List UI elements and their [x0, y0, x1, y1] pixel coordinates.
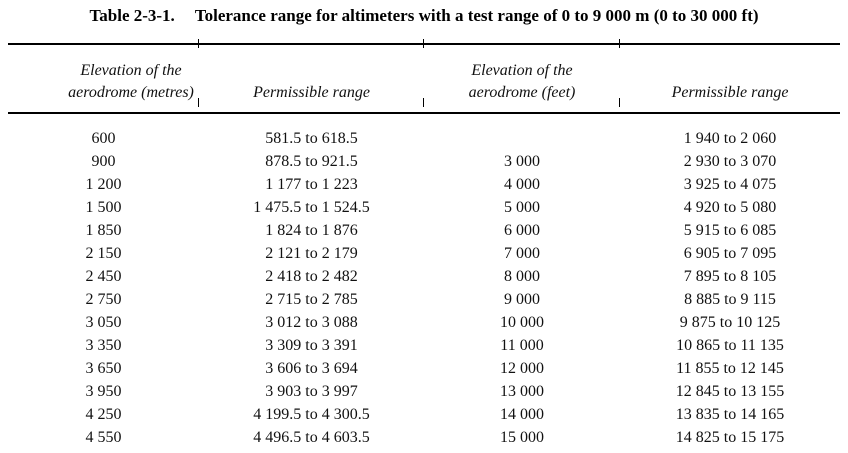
table-cell: 15 000 [500, 429, 544, 446]
table-row: 4 250 4 199.5 to 4 300.5 14 000 13 835 to 1… [8, 403, 840, 426]
table-cell: 6 000 [504, 222, 540, 239]
table-header: Elevation of the aerodrome (metres) Perm… [8, 44, 840, 114]
table-cell: 13 835 to 14 165 [675, 406, 785, 423]
table-caption-number: Table 2-3-1. [89, 6, 175, 25]
table-body: 600 581.5 to 618.5 1 940 to 2 060 900 878.5 … [8, 113, 840, 453]
table-cell: 9 875 to 10 125 [679, 314, 781, 331]
table-cell: 2 450 [85, 268, 122, 285]
table-row: 2 150 2 121 to 2 179 7 000 6 905 to 7 095 [8, 242, 840, 265]
table-cell: 1 850 [85, 222, 122, 239]
table-row: 3 350 3 309 to 3 391 11 000 10 865 to 11 13… [8, 334, 840, 357]
table-row: 2 750 2 715 to 2 785 9 000 8 885 to 9 115 [8, 288, 840, 311]
table-cell: 9 000 [504, 291, 540, 308]
table-cell: 7 895 to 8 105 [683, 268, 777, 285]
table-cell: 1 500 [85, 199, 122, 216]
table-cell: 3 309 to 3 391 [265, 337, 358, 354]
table-cell: 12 845 to 13 155 [675, 383, 785, 400]
table-cell: 3 050 [85, 314, 122, 331]
table-cell: 2 930 to 3 070 [683, 153, 777, 170]
column-tick [198, 98, 199, 107]
table-cell: 3 012 to 3 088 [265, 314, 358, 331]
table-row: 1 500 1 475.5 to 1 524.5 5 000 4 920 to 5 0… [8, 196, 840, 219]
table-cell: 900 [91, 153, 116, 170]
table-caption: Table 2-3-1. Tolerance range for altimete… [0, 5, 848, 27]
table-cell: 581.5 to 618.5 [265, 130, 358, 147]
table-cell: 4 199.5 to 4 300.5 [253, 406, 370, 423]
table-cell: 8 000 [504, 268, 540, 285]
table-cell: 14 825 to 15 175 [675, 429, 785, 446]
table-cell: 10 000 [500, 314, 544, 331]
column-tick [619, 98, 620, 107]
table-cell: 10 865 to 11 135 [676, 337, 784, 354]
table-cell: 878.5 to 921.5 [265, 153, 358, 170]
table-cell: 11 000 [500, 337, 544, 354]
table-cell: 2 418 to 2 482 [265, 268, 358, 285]
table-cell: 8 885 to 9 115 [684, 291, 776, 308]
table-row: 3 950 3 903 to 3 997 13 000 12 845 to 13 15… [8, 380, 840, 403]
table-cell: 4 250 [85, 406, 122, 423]
table-cell: 3 903 to 3 997 [265, 383, 358, 400]
table-row: 1 850 1 824 to 1 876 6 000 5 915 to 6 085 [8, 219, 840, 242]
column-tick [619, 39, 620, 48]
table-row: 900 878.5 to 921.5 3 000 2 930 to 3 070 [8, 150, 840, 173]
header-elevation-feet: Elevation of the aerodrome (feet) [424, 44, 620, 114]
table-cell: 600 [91, 130, 116, 147]
table-cell: 13 000 [500, 383, 544, 400]
table-cell: 5 915 to 6 085 [683, 222, 777, 239]
table-cell: 3 350 [85, 337, 122, 354]
column-tick [198, 39, 199, 48]
table-cell: 2 750 [85, 291, 122, 308]
table-cell: 7 000 [504, 245, 540, 262]
table-cell: 4 550 [85, 429, 122, 446]
table-cell: 2 121 to 2 179 [265, 245, 358, 262]
header-elevation-metres: Elevation of the aerodrome (metres) [8, 44, 199, 114]
column-tick [423, 98, 424, 107]
table-cell: 6 905 to 7 095 [683, 245, 777, 262]
table-cell [424, 113, 620, 150]
table-cell: 1 177 to 1 223 [265, 176, 358, 193]
table-row: 600 581.5 to 618.5 1 940 to 2 060 [8, 113, 840, 150]
header-permissible-range-metres: Permissible range [199, 44, 424, 114]
table-cell: 3 650 [85, 360, 122, 377]
table-cell: 1 475.5 to 1 524.5 [253, 199, 370, 216]
table-cell: 3 000 [504, 153, 540, 170]
table-cell: 5 000 [504, 199, 540, 216]
table-cell: 4 496.5 to 4 603.5 [253, 429, 370, 446]
table-cell: 1 200 [85, 176, 122, 193]
table-row: 3 650 3 606 to 3 694 12 000 11 855 to 12 14… [8, 357, 840, 380]
table-cell: 2 150 [85, 245, 122, 262]
table-cell: 3 950 [85, 383, 122, 400]
tolerance-table: Elevation of the aerodrome (metres) Perm… [8, 43, 840, 453]
table-cell: 3 606 to 3 694 [265, 360, 358, 377]
table-cell: 14 000 [500, 406, 544, 423]
column-tick [423, 39, 424, 48]
table-cell: 1 824 to 1 876 [265, 222, 358, 239]
table-row: 3 050 3 012 to 3 088 10 000 9 875 to 10 125 [8, 311, 840, 334]
table-cell: 4 920 to 5 080 [683, 199, 777, 216]
table-cell: 1 940 to 2 060 [683, 130, 777, 147]
table-cell: 2 715 to 2 785 [265, 291, 358, 308]
table-cell: 12 000 [500, 360, 544, 377]
table-cell: 4 000 [504, 176, 540, 193]
header-row: Elevation of the aerodrome (metres) Perm… [8, 44, 840, 114]
table-cell: 3 925 to 4 075 [683, 176, 777, 193]
table-row: 4 550 4 496.5 to 4 603.5 15 000 14 825 to 1… [8, 426, 840, 453]
table-caption-text: Tolerance range for altimeters with a te… [194, 6, 759, 25]
table-cell: 11 855 to 12 145 [676, 360, 784, 377]
header-permissible-range-feet: Permissible range [620, 44, 840, 114]
table-row: 1 200 1 177 to 1 223 4 000 3 925 to 4 075 [8, 173, 840, 196]
table-row: 2 450 2 418 to 2 482 8 000 7 895 to 8 105 [8, 265, 840, 288]
